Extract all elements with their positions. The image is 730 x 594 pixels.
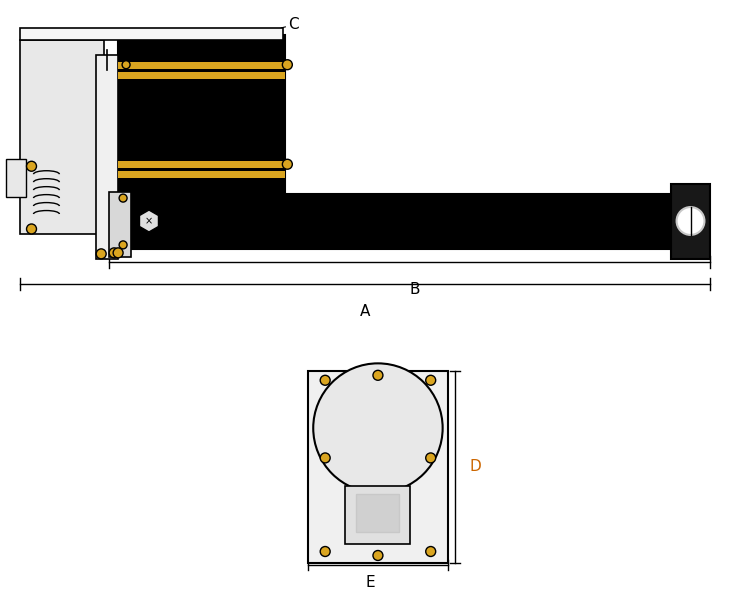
Circle shape bbox=[96, 249, 106, 259]
Circle shape bbox=[283, 159, 292, 169]
Bar bbox=[20, 28, 283, 40]
Circle shape bbox=[122, 61, 130, 69]
Circle shape bbox=[373, 551, 383, 561]
Bar bbox=[118, 194, 691, 249]
Circle shape bbox=[373, 370, 383, 380]
Circle shape bbox=[426, 453, 436, 463]
Text: ×: × bbox=[145, 216, 153, 226]
Text: D: D bbox=[469, 459, 481, 475]
Circle shape bbox=[283, 60, 292, 69]
Bar bbox=[308, 371, 447, 564]
Bar bbox=[118, 62, 285, 69]
Circle shape bbox=[320, 375, 330, 386]
Bar bbox=[356, 494, 399, 532]
Circle shape bbox=[426, 546, 436, 557]
Circle shape bbox=[113, 248, 123, 258]
Circle shape bbox=[119, 194, 127, 202]
Bar bbox=[671, 184, 710, 259]
Bar bbox=[110, 192, 131, 257]
Circle shape bbox=[119, 241, 127, 249]
Bar bbox=[118, 72, 285, 78]
Bar bbox=[345, 486, 410, 544]
Circle shape bbox=[677, 207, 704, 235]
Circle shape bbox=[110, 248, 119, 258]
Polygon shape bbox=[139, 210, 158, 232]
Text: E: E bbox=[365, 576, 374, 590]
Circle shape bbox=[313, 364, 442, 493]
Bar bbox=[118, 171, 285, 178]
Text: B: B bbox=[410, 282, 420, 297]
Circle shape bbox=[26, 224, 36, 234]
Bar bbox=[118, 161, 285, 168]
Circle shape bbox=[320, 546, 330, 557]
Bar bbox=[118, 35, 285, 209]
Bar bbox=[96, 55, 118, 259]
Bar bbox=[20, 40, 104, 234]
Circle shape bbox=[320, 453, 330, 463]
Text: C: C bbox=[288, 17, 299, 32]
Bar bbox=[6, 159, 26, 197]
Circle shape bbox=[426, 375, 436, 386]
Text: A: A bbox=[360, 304, 370, 318]
Circle shape bbox=[26, 161, 36, 171]
